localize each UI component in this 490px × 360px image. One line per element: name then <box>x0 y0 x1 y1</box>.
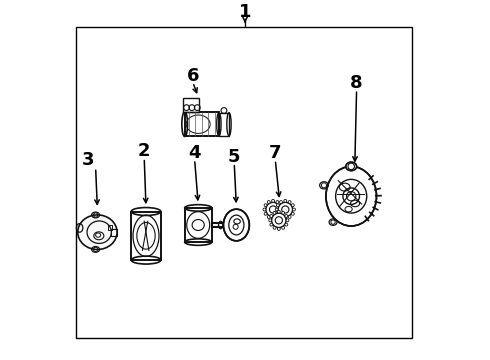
Circle shape <box>264 204 267 207</box>
Circle shape <box>282 211 285 214</box>
Bar <box>185 112 219 136</box>
Bar <box>219 113 229 136</box>
Circle shape <box>292 212 294 215</box>
Circle shape <box>284 217 287 220</box>
Circle shape <box>276 212 279 215</box>
Bar <box>185 112 219 136</box>
Circle shape <box>280 216 282 219</box>
Circle shape <box>264 212 267 215</box>
Circle shape <box>270 215 273 217</box>
Circle shape <box>280 201 282 203</box>
Ellipse shape <box>346 162 357 171</box>
Circle shape <box>268 201 270 203</box>
Bar <box>131 212 161 260</box>
Circle shape <box>286 219 289 222</box>
Circle shape <box>277 228 280 230</box>
Circle shape <box>280 208 283 211</box>
Circle shape <box>288 201 291 203</box>
Text: 6: 6 <box>187 67 199 85</box>
Ellipse shape <box>223 209 249 241</box>
Circle shape <box>284 199 287 202</box>
Circle shape <box>273 226 276 229</box>
Circle shape <box>277 210 280 213</box>
Circle shape <box>279 204 282 207</box>
Circle shape <box>279 212 282 215</box>
Bar <box>76 27 413 338</box>
Circle shape <box>276 201 279 203</box>
Circle shape <box>285 215 288 217</box>
Circle shape <box>293 208 295 211</box>
Circle shape <box>282 226 285 229</box>
Circle shape <box>278 202 293 217</box>
Circle shape <box>275 208 278 211</box>
Text: 2: 2 <box>138 142 150 160</box>
Circle shape <box>268 216 270 219</box>
Circle shape <box>269 219 271 222</box>
Bar <box>111 229 117 236</box>
Circle shape <box>273 211 276 214</box>
Text: 7: 7 <box>269 144 281 162</box>
Text: 3: 3 <box>82 151 95 169</box>
Bar <box>185 208 212 242</box>
Circle shape <box>288 216 291 219</box>
Circle shape <box>270 223 273 226</box>
Circle shape <box>266 202 280 217</box>
Bar <box>108 225 112 230</box>
Ellipse shape <box>326 166 376 226</box>
Text: 5: 5 <box>228 148 241 166</box>
Text: 1: 1 <box>239 3 251 21</box>
Circle shape <box>292 204 294 207</box>
Circle shape <box>276 216 279 219</box>
Ellipse shape <box>78 215 117 249</box>
Circle shape <box>271 199 274 202</box>
Bar <box>185 208 212 242</box>
Circle shape <box>271 217 274 220</box>
Text: 8: 8 <box>350 74 363 92</box>
Text: 4: 4 <box>188 144 201 162</box>
Bar <box>131 212 161 260</box>
Circle shape <box>271 213 286 228</box>
Circle shape <box>276 204 279 207</box>
Circle shape <box>285 223 288 226</box>
Circle shape <box>263 208 266 211</box>
Bar <box>183 98 199 112</box>
